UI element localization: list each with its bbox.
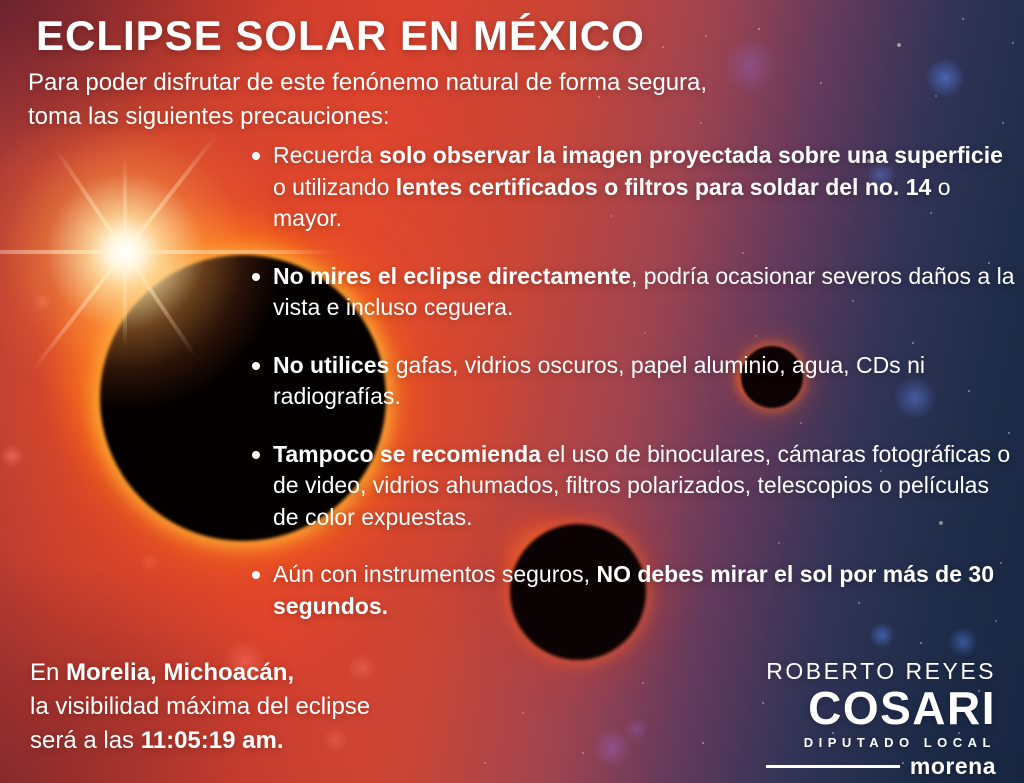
text-bold: 11:05:19 am. — [140, 727, 284, 754]
bullet-icon — [252, 361, 260, 370]
visibility-line: la visibilidad máxima del eclipse — [30, 690, 370, 724]
bullet-icon — [252, 450, 260, 459]
morena-divider-line — [766, 764, 900, 768]
starfield — [0, 0, 2, 2]
page-title: ECLIPSE SOLAR EN MÉXICO — [36, 12, 645, 59]
star-glow-blue — [866, 160, 896, 190]
star-glow-purple — [592, 728, 632, 768]
text-bold: Tampoco se recomienda — [273, 440, 541, 467]
text-regular: el uso de binoculares, cámaras fotográfi… — [273, 440, 1011, 530]
text-bold: lentes certificados o filtros para solda… — [395, 173, 932, 200]
bullet-icon — [252, 272, 260, 281]
eclipse-medium-disk — [510, 524, 646, 660]
politician-name-main: COSARI — [808, 682, 996, 734]
precaution-item: No utilices gafas, vidrios oscuros, pape… — [252, 350, 1017, 413]
intro-line-1: Para poder disfrutar de este fenónemo na… — [28, 69, 708, 96]
credit-block: ROBERTO REYES COSARI DIPUTADO LOCAL more… — [766, 658, 996, 780]
eclipse-visibility-info: En Morelia, Michoacán, la visibilidad máx… — [30, 656, 370, 758]
star-glow-purple — [624, 717, 648, 741]
visibility-line: será a las 11:05:19 am. — [30, 724, 370, 758]
text-bold: No utilices — [273, 351, 390, 378]
text-bold: NO debes mirar el sol por más de 30 segu… — [273, 561, 995, 619]
text-regular: gafas, vidrios oscuros, papel aluminio, … — [273, 351, 925, 410]
text-bold: solo observar la imagen proyectada sobre… — [379, 142, 1003, 168]
sun-flare — [0, 82, 295, 422]
text-regular: la visibilidad máxima del eclipse — [30, 693, 371, 720]
politician-name-top: ROBERTO REYES — [766, 658, 996, 684]
precaution-text: Recuerda solo observar la imagen proyect… — [273, 140, 1017, 235]
eclipse-small-disk — [741, 346, 803, 408]
text-regular: Recuerda — [273, 142, 380, 168]
bokeh-red — [223, 640, 267, 684]
text-regular: será a las — [30, 727, 141, 754]
star-glow-blue — [869, 622, 895, 648]
precaution-text: Aún con instrumentos seguros, NO debes m… — [273, 559, 1017, 622]
star-glow-blue — [893, 376, 937, 420]
text-bold: Morelia, Michoacán, — [66, 659, 295, 686]
bullet-icon — [252, 571, 260, 579]
text-regular: , podría ocasionar severos daños a la vi… — [273, 262, 1015, 321]
precaution-text: Tampoco se recomienda el uso de binocula… — [273, 439, 1017, 534]
text-regular: o mayor. — [273, 173, 951, 232]
bokeh-red — [0, 444, 24, 468]
visibility-line: En Morelia, Michoacán, — [30, 656, 370, 690]
intro-line-2: toma las siguientes precauciones: — [28, 103, 390, 130]
text-regular: En — [30, 659, 67, 686]
star-glow-blue — [925, 58, 965, 98]
bokeh-red — [322, 727, 348, 753]
precautions-list: Recuerda solo observar la imagen proyect… — [252, 140, 1017, 648]
precaution-item: Recuerda solo observar la imagen proyect… — [252, 140, 1017, 235]
precaution-item: Aún con instrumentos seguros, NO debes m… — [252, 559, 1017, 622]
intro-text: Para poder disfrutar de este fenónemo na… — [28, 66, 707, 134]
precaution-item: Tampoco se recomienda el uso de binocula… — [252, 439, 1017, 534]
text-regular: o utilizando — [273, 173, 396, 200]
star-glow-blue — [948, 627, 978, 657]
text-bold: No mires el eclipse directamente — [273, 262, 631, 289]
text-regular: Aún con instrumentos seguros, — [273, 561, 597, 587]
precaution-item: No mires el eclipse directamente, podría… — [252, 261, 1017, 324]
bullet-icon — [252, 152, 260, 160]
morena-logo: morena — [766, 753, 996, 780]
star-glow-purple — [722, 38, 778, 94]
bokeh-red — [140, 552, 160, 572]
precaution-text: No utilices gafas, vidrios oscuros, pape… — [273, 350, 1017, 413]
politician-role: DIPUTADO LOCAL — [803, 734, 996, 750]
bokeh-red — [347, 653, 377, 683]
morena-wordmark: morena — [909, 752, 996, 779]
precaution-text: No mires el eclipse directamente, podría… — [273, 261, 1017, 324]
